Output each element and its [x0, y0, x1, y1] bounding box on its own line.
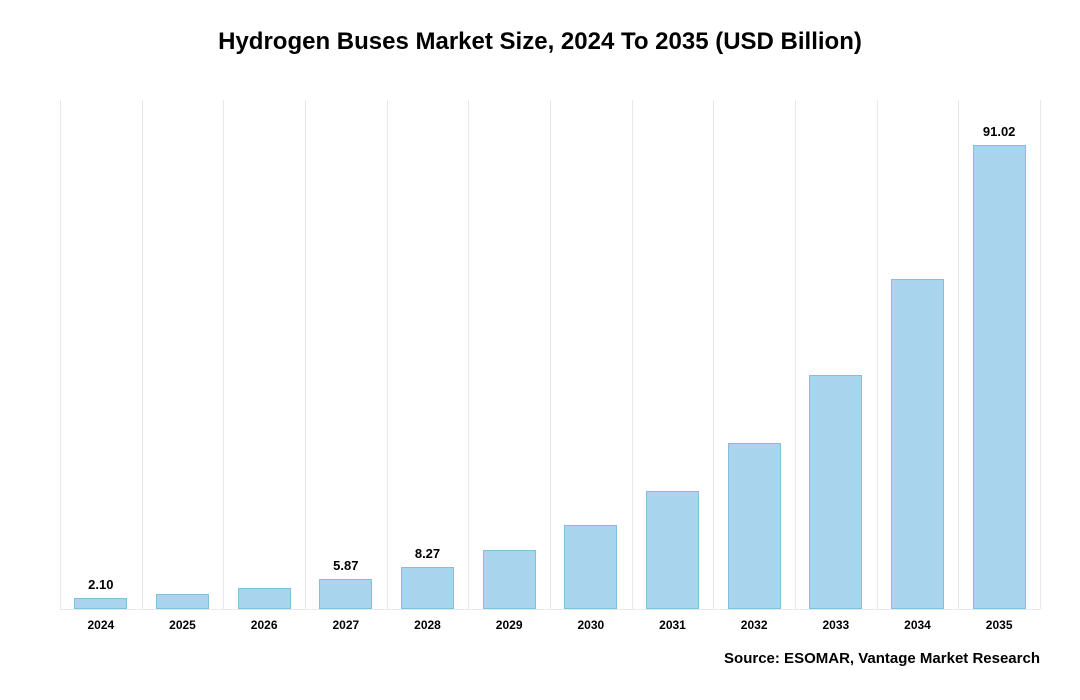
grid-line — [142, 100, 143, 609]
bar-value-label: 2.10 — [88, 577, 113, 592]
bar — [891, 279, 944, 609]
x-axis-label: 2026 — [251, 618, 278, 632]
bar — [238, 588, 291, 609]
grid-line — [1040, 100, 1041, 609]
x-axis-label: 2028 — [414, 618, 441, 632]
x-axis-label: 2030 — [577, 618, 604, 632]
x-axis-label: 2025 — [169, 618, 196, 632]
grid-line — [305, 100, 306, 609]
grid-line — [387, 100, 388, 609]
bar — [74, 598, 127, 609]
grid-line — [795, 100, 796, 609]
grid-line — [877, 100, 878, 609]
bar-value-label: 8.27 — [415, 546, 440, 561]
x-axis-label: 2031 — [659, 618, 686, 632]
grid-line — [550, 100, 551, 609]
bar — [728, 443, 781, 609]
grid-line — [223, 100, 224, 609]
plot-area — [60, 100, 1040, 610]
bar — [973, 145, 1026, 609]
bar — [401, 567, 454, 609]
grid-line — [713, 100, 714, 609]
x-axis-label: 2034 — [904, 618, 931, 632]
bar-value-label: 5.87 — [333, 558, 358, 573]
x-axis-label: 2024 — [87, 618, 114, 632]
x-axis-label: 2027 — [332, 618, 359, 632]
bar — [809, 375, 862, 609]
grid-line — [468, 100, 469, 609]
source-attribution: Source: ESOMAR, Vantage Market Research — [724, 650, 1040, 667]
grid-line — [60, 100, 61, 609]
grid-line — [632, 100, 633, 609]
x-axis-label: 2035 — [986, 618, 1013, 632]
x-axis-label: 2032 — [741, 618, 768, 632]
bar — [483, 550, 536, 609]
bar-value-label: 91.02 — [983, 124, 1016, 139]
x-axis-label: 2033 — [822, 618, 849, 632]
bar — [564, 525, 617, 609]
grid-line — [958, 100, 959, 609]
bar — [156, 594, 209, 609]
chart-title: Hydrogen Buses Market Size, 2024 To 2035… — [0, 0, 1080, 56]
x-axis-label: 2029 — [496, 618, 523, 632]
bar — [319, 579, 372, 609]
bar — [646, 491, 699, 609]
